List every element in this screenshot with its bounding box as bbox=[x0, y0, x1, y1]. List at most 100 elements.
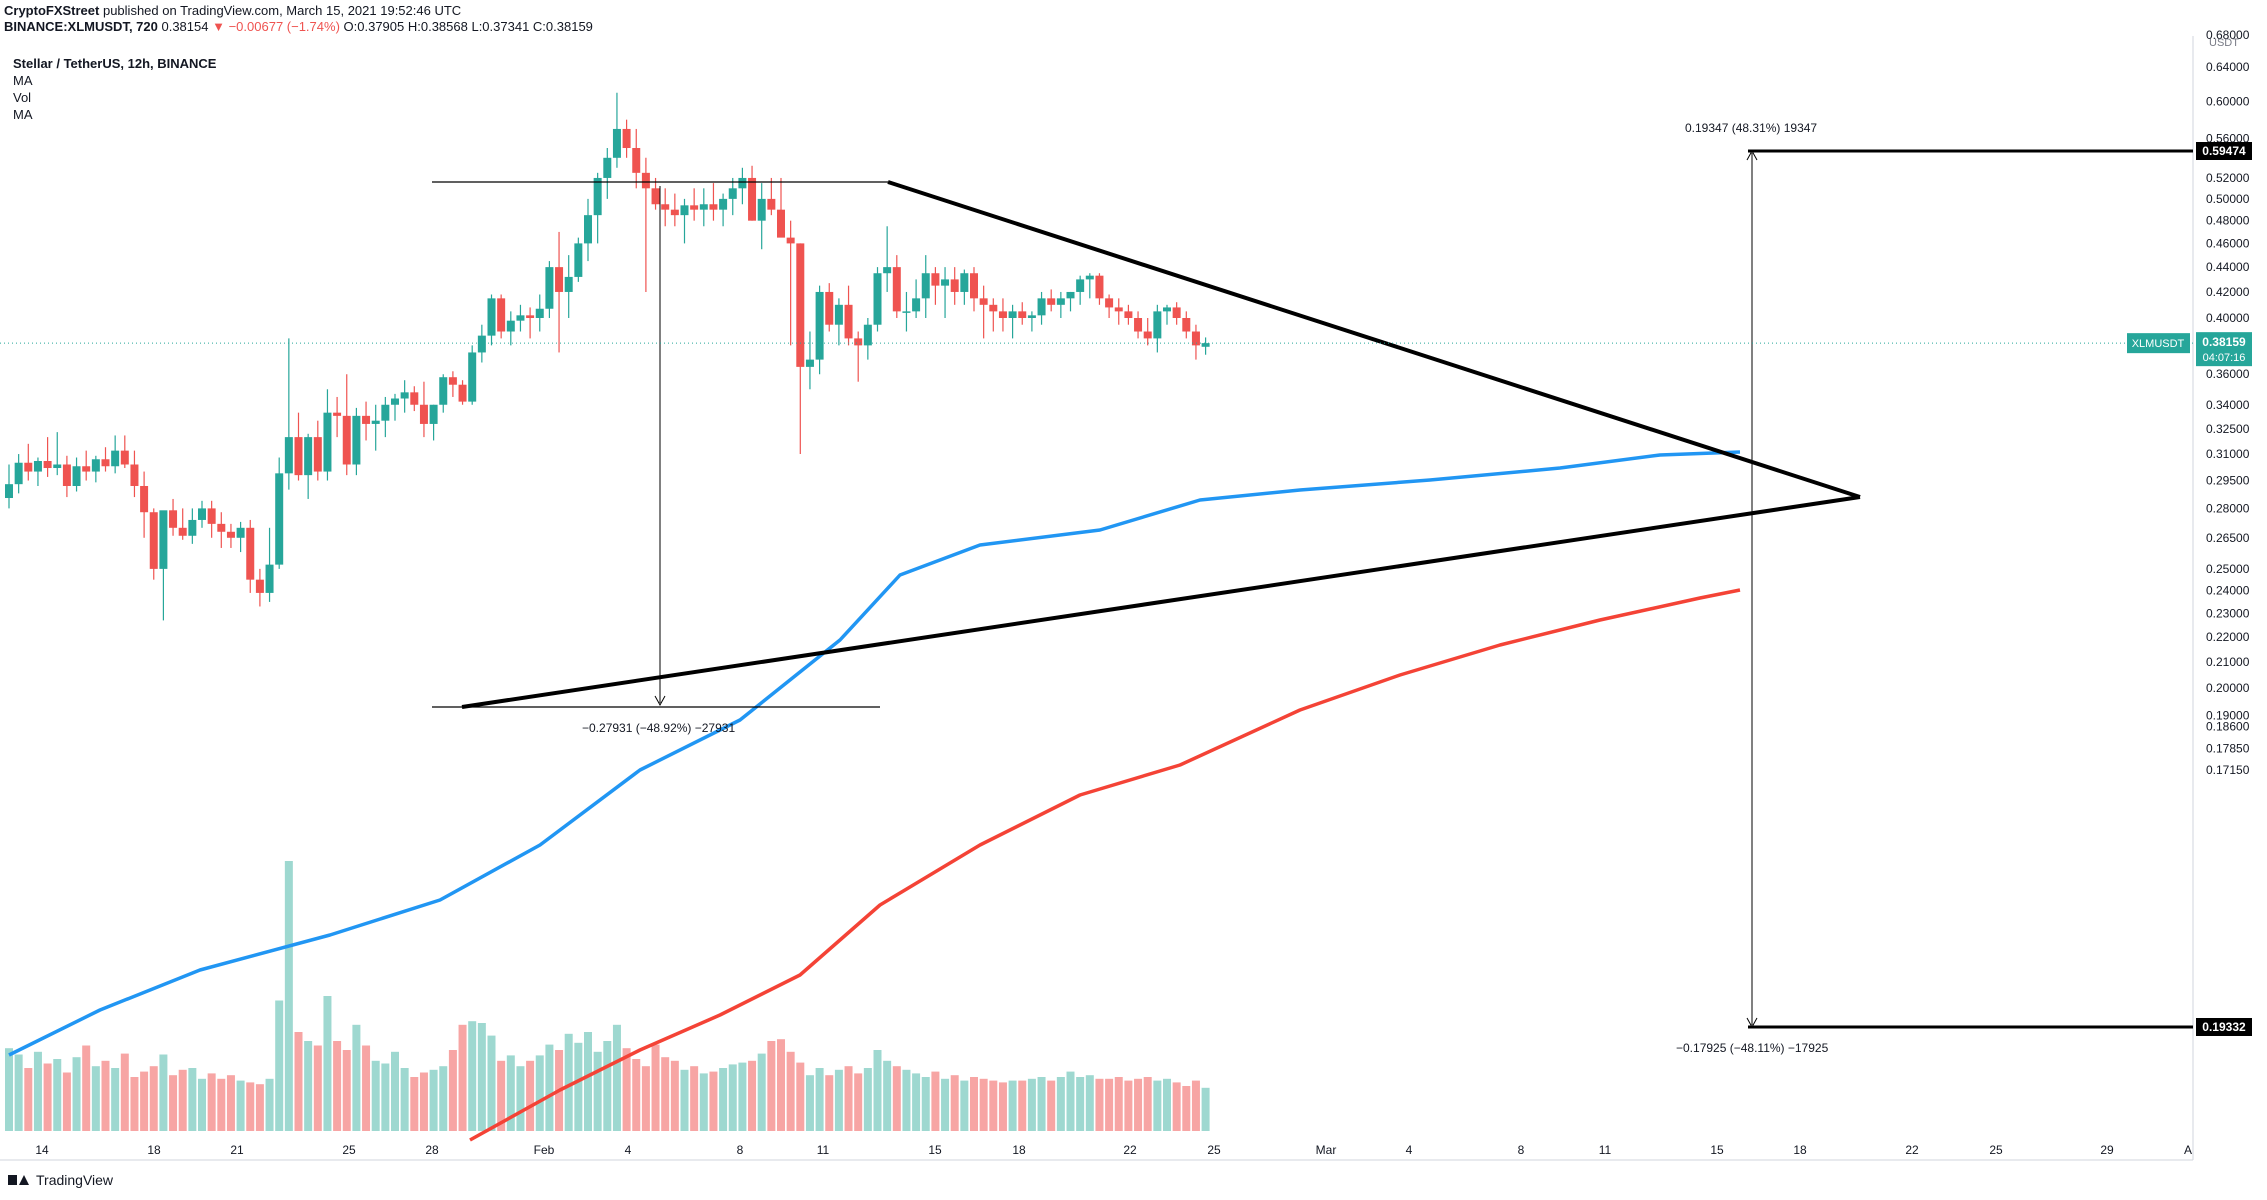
volume-bar bbox=[998, 1082, 1007, 1131]
candle-body bbox=[564, 276, 573, 292]
price-tick: 0.31000 bbox=[2206, 447, 2250, 461]
volume-bar bbox=[188, 1068, 197, 1131]
candle-body bbox=[719, 198, 728, 210]
candle-body bbox=[632, 148, 641, 173]
volume-bar bbox=[294, 1032, 303, 1131]
volume-bar bbox=[516, 1066, 525, 1131]
drawings: 0.19347 (48.31%) 19347 −0.17925 (−48.11%)… bbox=[0, 121, 2193, 1055]
candle-body bbox=[458, 384, 467, 402]
current-price-countdown: 04:07:16 bbox=[2203, 352, 2246, 364]
volume-bar bbox=[391, 1051, 399, 1131]
volume-bar bbox=[748, 1060, 757, 1131]
volume-bars bbox=[5, 861, 1210, 1131]
volume-bar bbox=[738, 1062, 747, 1131]
volume-bar bbox=[574, 1042, 583, 1131]
volume-bar bbox=[236, 1080, 245, 1131]
candle-body bbox=[72, 466, 81, 486]
publish-header: CryptoFXStreet published on TradingView.… bbox=[4, 3, 593, 35]
candle-body bbox=[333, 412, 342, 416]
volume-bar bbox=[265, 1078, 274, 1131]
price-tick: 0.17150 bbox=[2206, 763, 2250, 777]
candle-body bbox=[892, 267, 901, 312]
time-tick: 25 bbox=[342, 1143, 356, 1157]
time-tick: A bbox=[2184, 1143, 2192, 1157]
volume-bar bbox=[5, 1048, 13, 1131]
legend-item-vol[interactable]: Vol bbox=[13, 90, 32, 105]
volume-bar bbox=[381, 1063, 390, 1131]
candle-body bbox=[178, 527, 187, 536]
volume-bar bbox=[970, 1077, 978, 1131]
volume-bar bbox=[892, 1066, 901, 1131]
candle-body bbox=[439, 377, 448, 405]
volume-bar bbox=[834, 1069, 843, 1131]
candle-body bbox=[448, 377, 457, 385]
legend-item-ma-2[interactable]: MA bbox=[13, 107, 33, 122]
candle-body bbox=[313, 437, 322, 472]
volume-bar bbox=[410, 1077, 419, 1131]
candle-body bbox=[275, 473, 284, 565]
time-tick: 22 bbox=[1123, 1143, 1137, 1157]
candle-body bbox=[391, 398, 399, 405]
candle-body bbox=[410, 392, 419, 405]
price-tick: 0.48000 bbox=[2206, 214, 2250, 228]
candle-body bbox=[709, 204, 718, 210]
time-axis[interactable]: 14 18 21 25 28 Feb 4 8 11 15 18 22 25 Mar 4 8 11 15 18 22 25… bbox=[35, 1143, 2192, 1157]
candle-body bbox=[883, 267, 892, 274]
volume-bar bbox=[989, 1080, 998, 1131]
legend-item-ma-1[interactable]: MA bbox=[13, 73, 33, 88]
candle-body bbox=[33, 460, 42, 472]
volume-bar bbox=[1047, 1080, 1056, 1131]
candle-body bbox=[1172, 307, 1181, 318]
candle-body bbox=[535, 308, 544, 318]
candle-body bbox=[931, 273, 940, 286]
volume-bar bbox=[854, 1073, 863, 1131]
volume-bar bbox=[1027, 1078, 1036, 1131]
candle-body bbox=[468, 352, 477, 402]
time-tick: 28 bbox=[425, 1143, 439, 1157]
candle-body bbox=[777, 209, 785, 238]
volume-bar bbox=[33, 1051, 42, 1131]
candle-body bbox=[323, 412, 332, 472]
time-tick: 4 bbox=[1406, 1143, 1413, 1157]
price-tick: 0.32500 bbox=[2206, 422, 2250, 436]
candle-body bbox=[304, 437, 313, 476]
candle-body bbox=[786, 237, 795, 244]
candle-body bbox=[14, 462, 23, 485]
candle-body bbox=[941, 279, 950, 286]
candle-body bbox=[477, 335, 486, 353]
volume-bar bbox=[632, 1059, 641, 1131]
candle-body bbox=[1056, 298, 1065, 305]
price-tick: 0.36000 bbox=[2206, 367, 2250, 381]
candle-body bbox=[555, 267, 564, 292]
candle-body bbox=[950, 279, 959, 292]
candle-body bbox=[246, 527, 255, 580]
footer: TradingView bbox=[8, 1172, 113, 1188]
candle-body bbox=[1047, 298, 1056, 305]
volume-bar bbox=[825, 1075, 834, 1131]
volume-bar bbox=[777, 1039, 785, 1131]
time-tick: 18 bbox=[1793, 1143, 1807, 1157]
volume-bar bbox=[149, 1066, 158, 1131]
candle-body bbox=[284, 437, 293, 474]
volume-bar bbox=[226, 1075, 235, 1131]
price-tick: 0.46000 bbox=[2206, 236, 2250, 250]
price-axis[interactable]: 0.68000 0.64000 0.60000 0.56000 0.52000 0.500… bbox=[2206, 28, 2250, 777]
candle-body bbox=[1153, 311, 1162, 339]
ticker: BINANCE:XLMUSDT, 720 bbox=[4, 19, 158, 34]
volume-bar bbox=[130, 1077, 139, 1131]
volume-bar bbox=[912, 1073, 921, 1131]
price-tick: 0.23000 bbox=[2206, 606, 2250, 620]
candle-body bbox=[1124, 311, 1133, 318]
volume-bar bbox=[468, 1021, 477, 1131]
candle-body bbox=[1105, 298, 1114, 308]
volume-bar bbox=[1191, 1080, 1200, 1131]
candle-body bbox=[699, 204, 708, 210]
time-tick: 29 bbox=[2100, 1143, 2114, 1157]
price-tag-box bbox=[2196, 1018, 2252, 1036]
volume-bar bbox=[1172, 1082, 1181, 1131]
candle-body bbox=[574, 243, 583, 277]
candle-body bbox=[526, 315, 535, 318]
volume-bar bbox=[1037, 1077, 1046, 1131]
candle-body bbox=[400, 392, 409, 399]
